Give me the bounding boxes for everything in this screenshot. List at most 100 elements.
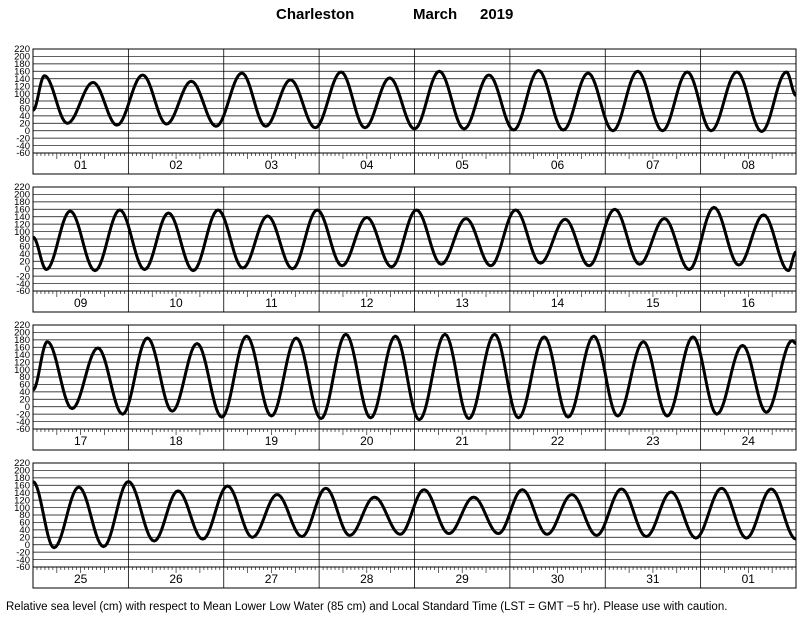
y-tick-label: 40	[19, 249, 30, 260]
day-label: 01	[742, 572, 756, 586]
day-label: 16	[742, 296, 756, 310]
tide-curve	[32, 332, 798, 422]
footnote: Relative sea level (cm) with respect to …	[6, 601, 728, 613]
y-tick-label: 220	[14, 320, 30, 331]
y-tick-label: 0	[25, 402, 30, 413]
tide-curve	[32, 205, 797, 273]
day-label: 21	[456, 434, 470, 448]
y-tick-label: 0	[25, 540, 30, 551]
day-label: 09	[74, 296, 88, 310]
y-tick-label: 100	[14, 227, 30, 238]
day-label: 05	[456, 158, 470, 172]
day-label: 02	[169, 158, 183, 172]
day-label: 12	[360, 296, 374, 310]
day-label: 04	[360, 158, 374, 172]
y-tick-label: 220	[14, 44, 30, 55]
day-label: 24	[742, 434, 756, 448]
y-tick-label: 140	[14, 74, 30, 85]
y-tick-label: -40	[16, 279, 30, 290]
day-label: 22	[551, 434, 565, 448]
y-tick-label: -60	[16, 424, 30, 435]
day-label: 15	[646, 296, 660, 310]
tide-curve	[32, 69, 797, 133]
y-tick-label: 60	[19, 518, 30, 529]
y-tick-label: 140	[14, 212, 30, 223]
y-tick-label: 40	[19, 387, 30, 398]
y-tick-label: 100	[14, 503, 30, 514]
day-label: 11	[265, 296, 278, 310]
y-tick-label: 180	[14, 59, 30, 70]
y-tick-label: 200	[14, 52, 30, 63]
y-tick-label: 160	[14, 342, 30, 353]
y-tick-label: 200	[14, 328, 30, 339]
y-tick-label: 200	[14, 190, 30, 201]
day-label: 08	[742, 158, 756, 172]
y-tick-label: 80	[19, 372, 30, 383]
y-tick-label: 20	[19, 118, 30, 129]
y-tick-label: 220	[14, 182, 30, 193]
y-tick-label: -60	[16, 286, 30, 297]
y-tick-label: -60	[16, 148, 30, 159]
day-label: 01	[74, 158, 88, 172]
y-tick-label: 40	[19, 525, 30, 536]
day-label: 17	[74, 434, 88, 448]
y-tick-label: 160	[14, 480, 30, 491]
chart-title-month: March	[413, 6, 458, 23]
y-tick-label: -60	[16, 562, 30, 573]
y-tick-label: 60	[19, 380, 30, 391]
y-tick-label: -20	[16, 271, 30, 282]
day-label: 25	[74, 572, 88, 586]
y-tick-label: 120	[14, 357, 30, 368]
y-tick-label: -20	[16, 133, 30, 144]
day-label: 07	[646, 158, 660, 172]
day-label: 03	[265, 158, 279, 172]
day-label: 26	[169, 572, 183, 586]
y-tick-label: -20	[16, 409, 30, 420]
day-label: 30	[551, 572, 565, 586]
y-tick-label: 40	[19, 111, 30, 122]
day-label: 19	[265, 434, 279, 448]
day-label: 23	[646, 434, 660, 448]
y-tick-label: 80	[19, 234, 30, 245]
day-label: 27	[265, 572, 279, 586]
y-tick-label: 160	[14, 204, 30, 215]
day-label: 10	[169, 296, 183, 310]
y-tick-label: 60	[19, 104, 30, 115]
y-tick-label: 140	[14, 350, 30, 361]
y-tick-label: 220	[14, 458, 30, 469]
y-tick-label: 0	[25, 264, 30, 275]
day-label: 13	[456, 296, 470, 310]
y-tick-label: 180	[14, 197, 30, 208]
y-tick-label: 60	[19, 242, 30, 253]
y-tick-label: 120	[14, 81, 30, 92]
chart-title-year: 2019	[480, 6, 514, 23]
y-tick-label: 180	[14, 335, 30, 346]
y-tick-label: 180	[14, 473, 30, 484]
day-label: 06	[551, 158, 565, 172]
y-tick-label: 20	[19, 394, 30, 405]
chart-title-station: Charleston	[276, 6, 355, 23]
y-tick-label: 140	[14, 488, 30, 499]
y-tick-label: 160	[14, 66, 30, 77]
y-tick-label: -20	[16, 547, 30, 558]
y-tick-label: -40	[16, 417, 30, 428]
day-label: 29	[456, 572, 470, 586]
y-tick-label: 80	[19, 510, 30, 521]
y-tick-label: 20	[19, 532, 30, 543]
y-tick-label: 20	[19, 256, 30, 267]
y-tick-label: -40	[16, 555, 30, 566]
y-tick-label: -40	[16, 141, 30, 152]
y-tick-label: 80	[19, 96, 30, 107]
day-label: 31	[646, 572, 660, 586]
y-tick-label: 0	[25, 126, 30, 137]
day-label: 28	[360, 572, 374, 586]
y-tick-label: 100	[14, 365, 30, 376]
y-tick-label: 100	[14, 89, 30, 100]
y-tick-label: 120	[14, 495, 30, 506]
day-label: 20	[360, 434, 374, 448]
y-tick-label: 120	[14, 219, 30, 230]
day-label: 18	[169, 434, 183, 448]
y-tick-label: 200	[14, 466, 30, 477]
day-label: 14	[551, 296, 565, 310]
